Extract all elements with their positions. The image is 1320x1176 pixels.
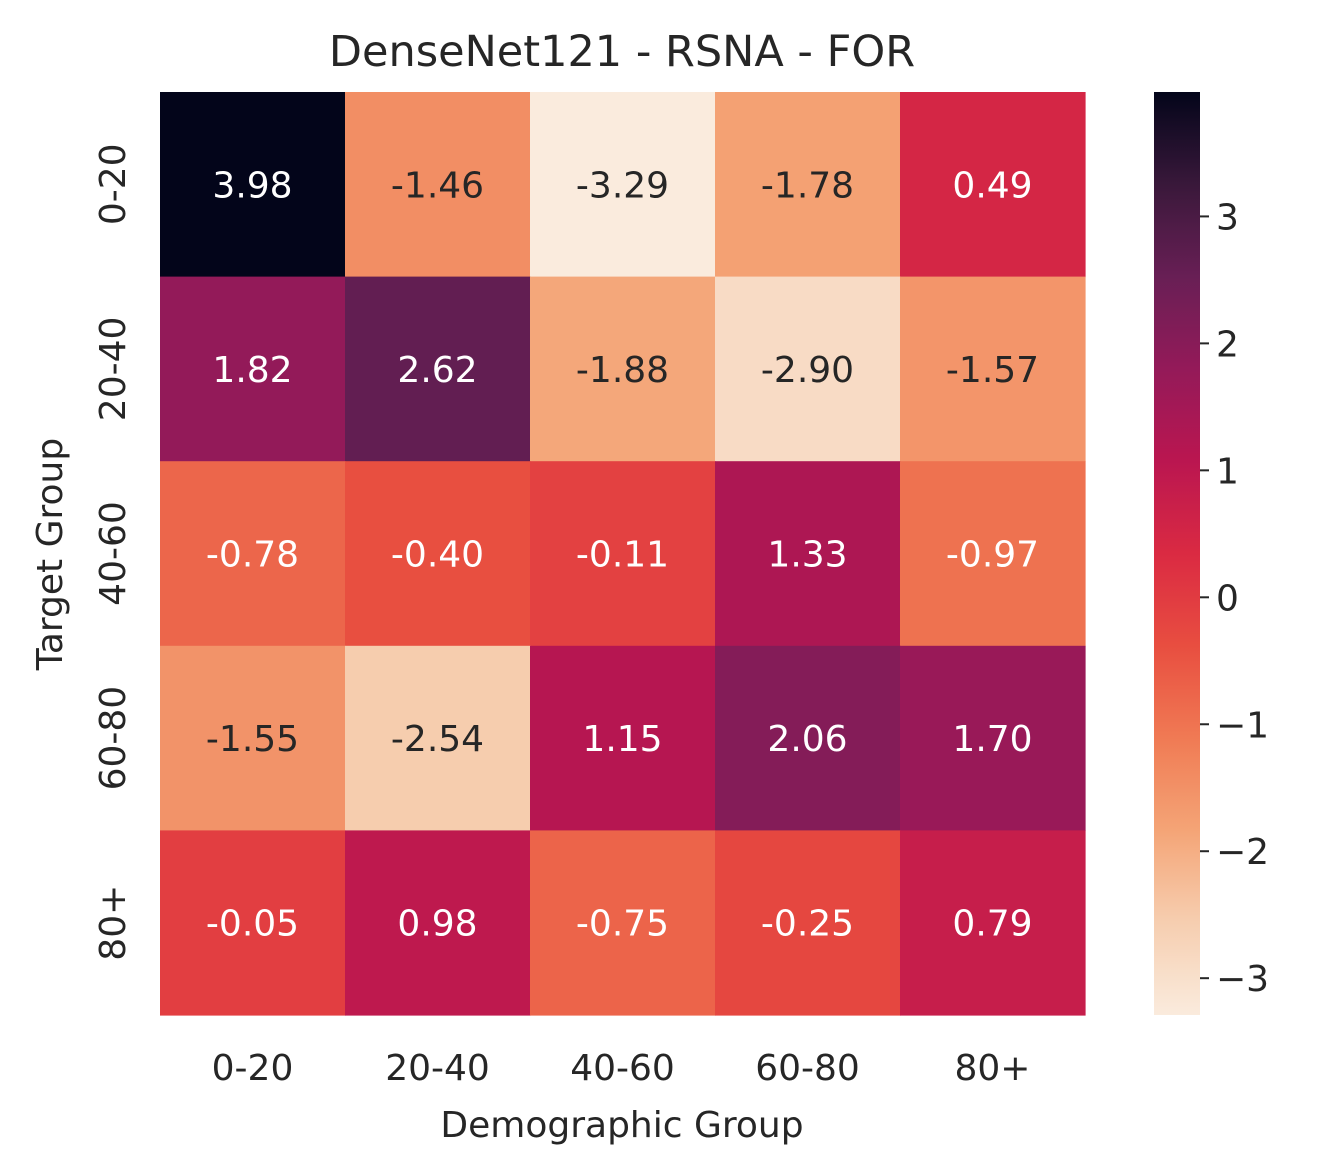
cell-value-label: -2.54 [391,719,484,760]
heatmap-cell [530,645,716,831]
heatmap-cell [715,645,901,831]
cell-value-label: -1.78 [761,165,854,206]
cell-value-label: 1.82 [212,350,292,391]
x-tick-label: 0-20 [212,1048,294,1089]
x-axis-tick-labels: 0-20 20-40 40-60 60-80 80+ [212,1048,1031,1089]
heatmap-cell [530,830,716,1016]
x-tick-label: 80+ [955,1048,1031,1089]
heatmap-cell [900,830,1086,1016]
cell-value-label: -0.05 [206,904,299,945]
y-tick-label: 0-20 [93,143,134,225]
x-tick-label: 20-40 [385,1048,490,1089]
colorbar [1154,92,1200,1015]
heatmap-cell [715,461,901,647]
heatmap-cell [345,92,531,278]
cell-value-label: -1.55 [206,719,299,760]
cell-value-label: -0.25 [761,904,854,945]
heatmap-cell [530,276,716,462]
y-axis-label: Target Group [30,438,71,671]
heatmap-cell [900,461,1086,647]
colorbar-ticks: −3 −2 −1 0 1 2 3 [1200,197,1269,1000]
cell-value-label: -1.88 [576,350,669,391]
heatmap-cell [160,461,346,647]
heatmap-cell [715,276,901,462]
heatmap-cell [900,645,1086,831]
heatmap-cell [345,830,531,1016]
cell-value-label: -1.57 [946,350,1039,391]
cell-value-label: -0.97 [946,535,1039,576]
cell-value-label: -1.46 [391,165,484,206]
x-tick-label: 60-80 [755,1048,860,1089]
cell-value-label: 1.15 [582,719,662,760]
y-tick-label: 20-40 [93,317,134,422]
heatmap-cell [160,830,346,1016]
heatmap-cell [530,461,716,647]
heatmap-cells [160,92,1086,1016]
colorbar-tick-label: 1 [1216,451,1239,492]
colorbar-tick-label: −1 [1216,705,1269,746]
cell-value-label: -0.40 [391,535,484,576]
cell-value-label: 0.79 [952,904,1032,945]
cell-value-label: 1.33 [767,535,847,576]
cell-value-label: -0.78 [206,535,299,576]
y-axis-tick-labels: 0-20 20-40 40-60 60-80 80+ [93,143,134,960]
y-tick-label: 80+ [93,885,134,961]
chart-title: DenseNet121 - RSNA - FOR [329,27,915,77]
cell-value-label: 2.62 [397,350,477,391]
colorbar-tick-label: −3 [1216,959,1269,1000]
heatmap-cell [160,92,346,278]
heatmap-cell [160,645,346,831]
y-tick-label: 40-60 [93,501,134,606]
y-tick-label: 60-80 [93,686,134,791]
colorbar-tick-label: 2 [1216,324,1239,365]
cell-value-label: -0.75 [576,904,669,945]
x-tick-label: 40-60 [570,1048,675,1089]
heatmap-cell [900,92,1086,278]
heatmap-cell [345,276,531,462]
cell-value-label: -0.11 [576,535,669,576]
heatmap-cell [715,92,901,278]
cell-value-label: 2.06 [767,719,847,760]
cell-value-label: 0.49 [952,165,1032,206]
cell-value-label: 1.70 [952,719,1032,760]
heatmap-cell [345,461,531,647]
colorbar-tick-label: 0 [1216,578,1239,619]
colorbar-tick-label: −2 [1216,832,1269,873]
heatmap-cell [345,645,531,831]
cell-value-label: -3.29 [576,165,669,206]
heatmap-cell [715,830,901,1016]
x-axis-label: Demographic Group [440,1105,803,1146]
cell-value-labels: 3.98 -1.46 -3.29 -1.78 0.49 1.82 2.62 -1.88 -2.9… [206,165,1039,944]
heatmap-cell [530,92,716,278]
cell-value-label: -2.90 [761,350,854,391]
cell-value-label: 0.98 [397,904,477,945]
cell-value-label: 3.98 [212,165,292,206]
heatmap-cell [900,276,1086,462]
heatmap-cell [160,276,346,462]
colorbar-tick-label: 3 [1216,197,1239,238]
